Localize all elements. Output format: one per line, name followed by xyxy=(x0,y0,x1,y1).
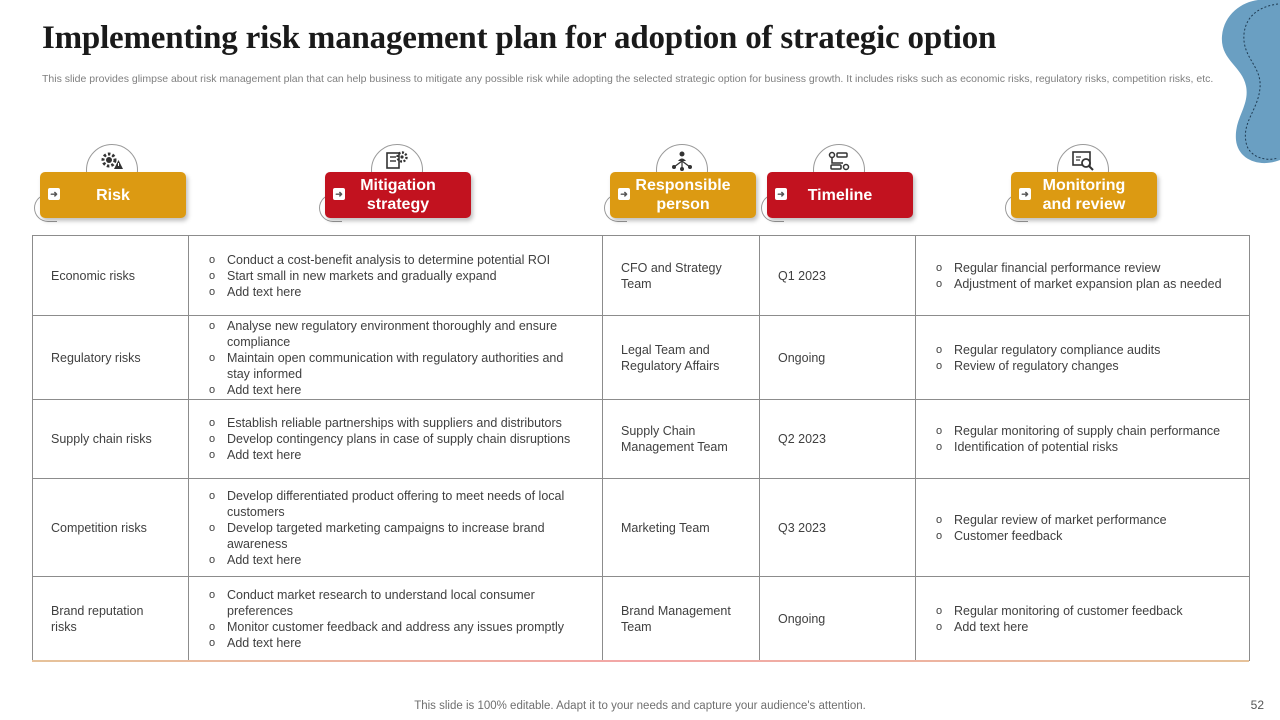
table-row: Brand reputation risks Conduct market re… xyxy=(32,576,1250,661)
slide-title: Implementing risk management plan for ad… xyxy=(42,20,997,56)
header-risk: ➜ Risk xyxy=(34,140,186,236)
monitoring-cell: Regular monitoring of customer feedback … xyxy=(915,576,1250,661)
header-label: Risk xyxy=(96,186,130,204)
risk-cell: Supply chain risks xyxy=(32,399,189,479)
page-number: 52 xyxy=(1250,698,1264,712)
header-timeline: ➜ Timeline xyxy=(761,140,913,236)
slide-subtitle: This slide provides glimpse about risk m… xyxy=(42,73,1214,85)
header-mitigation: ➜ Mitigation strategy xyxy=(319,140,471,236)
mitigation-cell: Establish reliable partnerships with sup… xyxy=(188,399,603,479)
bullet-item: Analyse new regulatory environment thoro… xyxy=(207,318,584,350)
mitigation-cell: Conduct market research to understand lo… xyxy=(188,576,603,661)
monitoring-cell: Regular review of market performance Cus… xyxy=(915,478,1250,577)
header-label: Monitoring and review xyxy=(1042,177,1126,213)
bullet-item: Adjustment of market expansion plan as n… xyxy=(934,276,1231,292)
timeline-cell: Ongoing xyxy=(759,315,916,400)
header-responsible: ➜ Responsible person xyxy=(604,140,756,236)
bullet-item: Regular review of market performance xyxy=(934,512,1231,528)
person-cell: Supply Chain Management Team xyxy=(602,399,760,479)
bullet-item: Develop targeted marketing campaigns to … xyxy=(207,520,584,552)
bullet-item: Add text here xyxy=(207,382,584,398)
bullet-item: Develop differentiated product offering … xyxy=(207,488,584,520)
risk-cell: Brand reputation risks xyxy=(32,576,189,661)
footer-note: This slide is 100% editable. Adapt it to… xyxy=(414,700,866,712)
arrow-icon: ➜ xyxy=(333,188,345,200)
header-label: Mitigation strategy xyxy=(360,177,436,213)
person-cell: Marketing Team xyxy=(602,478,760,577)
bullet-item: Conduct market research to understand lo… xyxy=(207,587,584,619)
risk-cell: Competition risks xyxy=(32,478,189,577)
timeline-cell: Q3 2023 xyxy=(759,478,916,577)
bullet-item: Establish reliable partnerships with sup… xyxy=(207,415,584,431)
table-bottom-accent xyxy=(32,660,1249,662)
header-box-mitigation: ➜ Mitigation strategy xyxy=(325,172,471,218)
bullet-item: Customer feedback xyxy=(934,528,1231,544)
header-monitoring: ➜ Monitoring and review xyxy=(1005,140,1157,236)
table-row: Supply chain risks Establish reliable pa… xyxy=(32,399,1250,479)
timeline-cell: Q2 2023 xyxy=(759,399,916,479)
decorative-blue-blob xyxy=(1221,0,1280,164)
bullet-item: Add text here xyxy=(207,447,584,463)
timeline-cell: Ongoing xyxy=(759,576,916,661)
bullet-item: Identification of potential risks xyxy=(934,439,1231,455)
bullet-item: Add text here xyxy=(207,635,584,651)
bullet-item: Review of regulatory changes xyxy=(934,358,1231,374)
risk-cell: Economic risks xyxy=(32,235,189,316)
bullet-item: Start small in new markets and gradually… xyxy=(207,268,584,284)
bullet-item: Regular monitoring of supply chain perfo… xyxy=(934,423,1231,439)
bullet-item: Develop contingency plans in case of sup… xyxy=(207,431,584,447)
monitoring-cell: Regular monitoring of supply chain perfo… xyxy=(915,399,1250,479)
mitigation-cell: Conduct a cost-benefit analysis to deter… xyxy=(188,235,603,316)
arrow-icon: ➜ xyxy=(775,188,787,200)
bullet-item: Add text here xyxy=(207,552,584,568)
person-cell: Brand Management Team xyxy=(602,576,760,661)
table-row: Competition risks Develop differentiated… xyxy=(32,478,1250,577)
mitigation-cell: Analyse new regulatory environment thoro… xyxy=(188,315,603,400)
arrow-icon: ➜ xyxy=(48,188,60,200)
header-label: Responsible person xyxy=(635,177,731,213)
bullet-item: Add text here xyxy=(207,284,584,300)
timeline-cell: Q1 2023 xyxy=(759,235,916,316)
table-row: Economic risks Conduct a cost-benefit an… xyxy=(32,235,1250,316)
arrow-icon: ➜ xyxy=(1019,188,1031,200)
monitoring-cell: Regular financial performance review Adj… xyxy=(915,235,1250,316)
header-box-timeline: ➜ Timeline xyxy=(767,172,913,218)
bullet-item: Regular monitoring of customer feedback xyxy=(934,603,1231,619)
person-cell: CFO and Strategy Team xyxy=(602,235,760,316)
header-box-risk: ➜ Risk xyxy=(40,172,186,218)
bullet-item: Add text here xyxy=(934,619,1231,635)
table-row: Regulatory risks Analyse new regulatory … xyxy=(32,315,1250,400)
header-box-monitoring: ➜ Monitoring and review xyxy=(1011,172,1157,218)
risk-cell: Regulatory risks xyxy=(32,315,189,400)
arrow-icon: ➜ xyxy=(618,188,630,200)
bullet-item: Regular regulatory compliance audits xyxy=(934,342,1231,358)
monitoring-cell: Regular regulatory compliance audits Rev… xyxy=(915,315,1250,400)
risk-plan-table: Economic risks Conduct a cost-benefit an… xyxy=(32,235,1250,661)
bullet-item: Maintain open communication with regulat… xyxy=(207,350,584,382)
bullet-item: Conduct a cost-benefit analysis to deter… xyxy=(207,252,584,268)
header-box-responsible: ➜ Responsible person xyxy=(610,172,756,218)
bullet-item: Monitor customer feedback and address an… xyxy=(207,619,584,635)
person-cell: Legal Team and Regulatory Affairs xyxy=(602,315,760,400)
bullet-item: Regular financial performance review xyxy=(934,260,1231,276)
header-label: Timeline xyxy=(807,186,873,204)
column-headers: ➜ Risk ➜ Mitigation strategy ➜ Responsib… xyxy=(0,140,1280,236)
mitigation-cell: Develop differentiated product offering … xyxy=(188,478,603,577)
